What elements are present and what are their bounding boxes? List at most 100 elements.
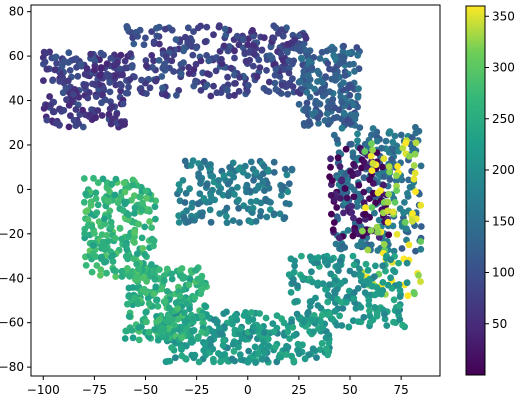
- scatter-point: [322, 345, 330, 353]
- scatter-point: [341, 185, 349, 192]
- scatter-point: [90, 56, 98, 63]
- scatter-point: [133, 273, 141, 281]
- scatter-point: [150, 57, 158, 65]
- scatter-point: [168, 344, 176, 351]
- scatter-point: [301, 32, 309, 40]
- scatter-point: [121, 188, 129, 196]
- scatter-point: [81, 230, 88, 237]
- scatter-point: [404, 190, 411, 197]
- scatter-point: [170, 321, 178, 329]
- scatter-point: [360, 313, 368, 321]
- scatter-point: [337, 168, 345, 176]
- scatter-point: [208, 337, 215, 344]
- scatter-point: [202, 303, 209, 310]
- scatter-point: [365, 296, 373, 304]
- scatter-point: [107, 218, 115, 226]
- scatter-point: [285, 69, 293, 77]
- scatter-point: [417, 201, 425, 209]
- scatter-point: [233, 32, 241, 40]
- scatter-point: [249, 204, 257, 212]
- scatter-point: [343, 299, 350, 306]
- y-tick-label: 0: [16, 182, 24, 196]
- y-tick-label: −80: [0, 360, 24, 374]
- scatter-point: [282, 200, 290, 207]
- scatter-point: [262, 314, 270, 322]
- scatter-point: [378, 144, 385, 152]
- scatter-point: [117, 118, 125, 126]
- scatter-point: [197, 57, 205, 65]
- scatter-point: [243, 188, 250, 196]
- scatter-point: [172, 36, 180, 43]
- scatter-point: [354, 242, 362, 250]
- scatter-point: [135, 220, 143, 228]
- scatter-point: [382, 267, 389, 275]
- scatter-point: [194, 335, 202, 342]
- scatter-point: [80, 198, 88, 206]
- scatter-point: [259, 178, 267, 186]
- scatter-point: [337, 279, 345, 287]
- plot-frame: [30, 4, 441, 377]
- scatter-point: [125, 292, 133, 300]
- scatter-point: [249, 62, 257, 70]
- scatter-point: [308, 268, 315, 276]
- scatter-point: [186, 185, 194, 193]
- scatter-point: [120, 179, 128, 187]
- scatter-point: [397, 131, 405, 139]
- scatter-point: [417, 223, 425, 230]
- scatter-point: [56, 105, 63, 113]
- scatter-point: [256, 310, 263, 317]
- scatter-point: [324, 291, 332, 299]
- scatter-point: [255, 56, 263, 64]
- scatter-point: [373, 137, 381, 145]
- scatter-point: [393, 142, 401, 150]
- scatter-point: [143, 194, 150, 202]
- scatter-point: [80, 175, 88, 182]
- scatter-point: [323, 47, 331, 55]
- scatter-point: [338, 176, 346, 184]
- scatter-point: [230, 173, 238, 181]
- scatter-point: [390, 318, 397, 326]
- scatter-point: [95, 218, 103, 226]
- scatter-point: [118, 235, 125, 243]
- scatter-point: [319, 280, 327, 288]
- scatter-point: [172, 299, 180, 307]
- scatter-point: [290, 332, 298, 339]
- scatter-point: [136, 26, 144, 34]
- scatter-point: [116, 80, 124, 88]
- scatter-point: [169, 316, 176, 323]
- scatter-point: [389, 208, 397, 216]
- scatter-point: [153, 296, 160, 304]
- scatter-point: [52, 53, 60, 61]
- scatter-point: [223, 213, 230, 220]
- scatter-point: [168, 26, 176, 34]
- scatter-point: [207, 161, 214, 168]
- scatter-point: [314, 67, 321, 75]
- scatter-point: [284, 188, 292, 196]
- scatter-point: [41, 58, 49, 66]
- scatter-point: [331, 307, 339, 315]
- scatter-point: [195, 170, 203, 178]
- scatter-point: [194, 275, 202, 283]
- scatter-point: [317, 318, 325, 326]
- scatter-point: [289, 75, 296, 83]
- scatter-point: [330, 131, 338, 139]
- scatter-point: [89, 242, 97, 249]
- scatter-point: [261, 329, 268, 336]
- scatter-point: [194, 24, 202, 32]
- scatter-point: [412, 139, 420, 147]
- scatter-point: [194, 200, 202, 208]
- scatter-point: [173, 91, 180, 99]
- scatter-point: [417, 238, 425, 245]
- scatter-point: [345, 323, 353, 331]
- scatter-point: [118, 267, 126, 275]
- scatter-point: [354, 169, 362, 177]
- scatter-point: [336, 312, 343, 320]
- scatter-point: [221, 25, 229, 33]
- scatter-point: [155, 57, 163, 64]
- scatter-point: [117, 87, 124, 95]
- scatter-point: [277, 353, 285, 361]
- scatter-point: [190, 327, 198, 334]
- scatter-point: [235, 165, 242, 173]
- scatter-point: [388, 156, 395, 163]
